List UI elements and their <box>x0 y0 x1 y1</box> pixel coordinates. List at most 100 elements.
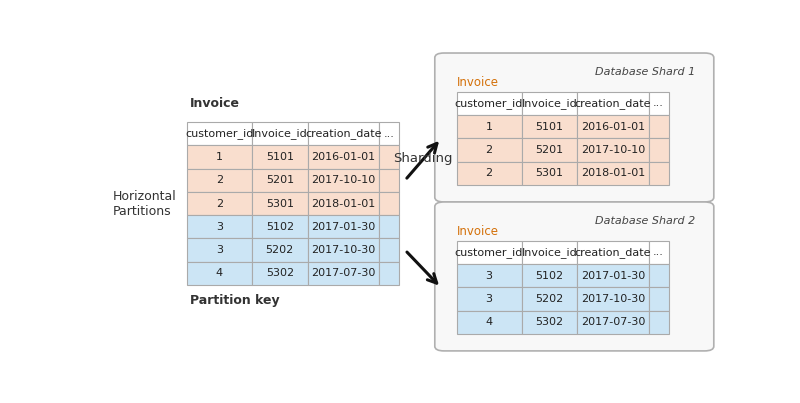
FancyBboxPatch shape <box>435 202 714 351</box>
Bar <box>522 92 578 115</box>
Bar <box>578 115 649 138</box>
Bar <box>457 162 522 185</box>
Bar <box>308 239 379 262</box>
Bar <box>187 215 252 239</box>
Bar <box>308 215 379 239</box>
Bar <box>522 287 578 311</box>
Text: 2: 2 <box>486 145 493 155</box>
Text: Partition key: Partition key <box>190 294 279 307</box>
Bar <box>379 122 399 145</box>
Bar <box>379 262 399 285</box>
Bar <box>457 311 522 334</box>
Bar <box>252 192 308 215</box>
Bar <box>649 162 669 185</box>
Text: 1: 1 <box>216 152 223 162</box>
Bar <box>252 239 308 262</box>
Text: 5102: 5102 <box>535 271 563 280</box>
Text: Invoice_id: Invoice_id <box>522 98 578 109</box>
Text: 2016-01-01: 2016-01-01 <box>311 152 375 162</box>
Text: customer_id: customer_id <box>455 98 523 109</box>
Bar <box>578 287 649 311</box>
Bar <box>457 241 522 264</box>
Text: 4: 4 <box>486 317 493 327</box>
Bar <box>649 264 669 287</box>
Bar <box>457 115 522 138</box>
Bar <box>649 92 669 115</box>
Text: 2016-01-01: 2016-01-01 <box>581 122 645 132</box>
Text: 5101: 5101 <box>266 152 294 162</box>
Bar <box>457 264 522 287</box>
Text: creation_date: creation_date <box>574 247 651 258</box>
Bar <box>308 262 379 285</box>
Text: Invoice_id: Invoice_id <box>522 247 578 258</box>
Bar <box>649 138 669 162</box>
Text: creation_date: creation_date <box>305 128 382 139</box>
Text: 2017-01-30: 2017-01-30 <box>581 271 645 280</box>
Text: Invoice_id: Invoice_id <box>252 128 308 139</box>
Bar <box>379 192 399 215</box>
Text: 2017-07-30: 2017-07-30 <box>311 268 375 278</box>
Bar <box>187 168 252 192</box>
Bar <box>187 145 252 168</box>
Text: 2017-10-10: 2017-10-10 <box>581 145 645 155</box>
Text: 5302: 5302 <box>535 317 563 327</box>
Text: 2017-01-30: 2017-01-30 <box>311 222 375 232</box>
Bar <box>578 241 649 264</box>
Text: 2: 2 <box>216 175 223 185</box>
Text: 5302: 5302 <box>266 268 294 278</box>
Bar <box>649 241 669 264</box>
Bar <box>308 145 379 168</box>
Bar <box>379 145 399 168</box>
Text: customer_id: customer_id <box>455 247 523 258</box>
Bar <box>649 311 669 334</box>
Text: 2: 2 <box>486 168 493 178</box>
Bar <box>578 138 649 162</box>
Text: Invoice: Invoice <box>457 225 498 238</box>
Bar <box>522 264 578 287</box>
Bar <box>308 168 379 192</box>
Text: 5301: 5301 <box>266 199 294 208</box>
Bar <box>187 192 252 215</box>
Text: 5102: 5102 <box>266 222 294 232</box>
Text: Database Shard 1: Database Shard 1 <box>595 67 695 77</box>
Bar <box>187 122 252 145</box>
Text: 2017-10-10: 2017-10-10 <box>311 175 375 185</box>
Bar <box>578 311 649 334</box>
Text: 3: 3 <box>486 271 493 280</box>
Text: 2018-01-01: 2018-01-01 <box>581 168 645 178</box>
Bar <box>522 162 578 185</box>
Bar <box>252 262 308 285</box>
Text: 5202: 5202 <box>266 245 294 255</box>
Text: 5201: 5201 <box>535 145 563 155</box>
Text: 2017-07-30: 2017-07-30 <box>581 317 646 327</box>
Text: ...: ... <box>383 129 394 139</box>
Text: Database Shard 2: Database Shard 2 <box>595 216 695 226</box>
Bar <box>252 145 308 168</box>
Bar <box>457 138 522 162</box>
Text: 5101: 5101 <box>535 122 563 132</box>
Text: 3: 3 <box>216 222 223 232</box>
Text: 5201: 5201 <box>266 175 294 185</box>
Bar <box>187 239 252 262</box>
Text: 2018-01-01: 2018-01-01 <box>311 199 375 208</box>
FancyBboxPatch shape <box>435 53 714 202</box>
Text: creation_date: creation_date <box>574 98 651 109</box>
Bar <box>379 239 399 262</box>
Text: customer_id: customer_id <box>185 128 254 139</box>
Text: 4: 4 <box>216 268 223 278</box>
Bar <box>187 262 252 285</box>
Text: 3: 3 <box>486 294 493 304</box>
Bar <box>308 122 379 145</box>
Text: ...: ... <box>653 247 664 258</box>
Bar <box>308 192 379 215</box>
Text: 2017-10-30: 2017-10-30 <box>311 245 375 255</box>
Text: Invoice: Invoice <box>457 76 498 89</box>
Bar <box>649 287 669 311</box>
Text: 5202: 5202 <box>535 294 564 304</box>
Bar <box>522 115 578 138</box>
Bar <box>252 122 308 145</box>
Text: 1: 1 <box>486 122 493 132</box>
Text: 2: 2 <box>216 199 223 208</box>
Bar <box>578 162 649 185</box>
Bar <box>522 311 578 334</box>
